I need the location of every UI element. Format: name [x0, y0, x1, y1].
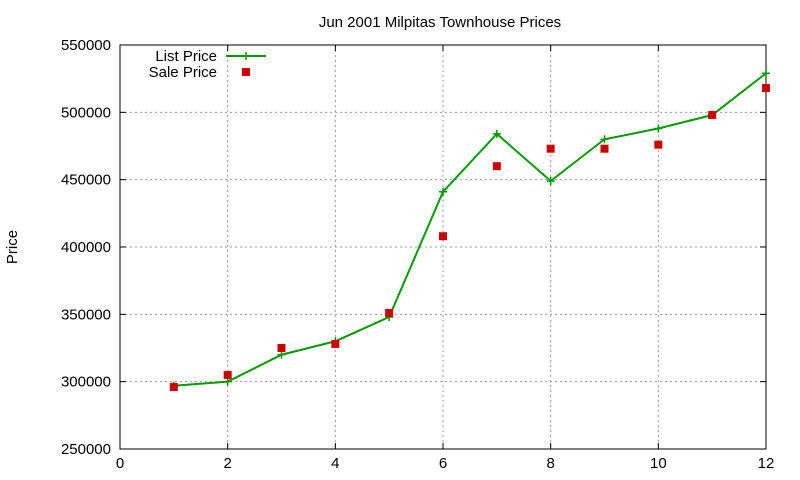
x-axis: 0 2 4 6 8 10 12	[116, 45, 775, 472]
chart-title: Jun 2001 Milpitas Townhouse Prices	[319, 14, 561, 31]
data-point	[654, 140, 663, 149]
y-tick-label: 450000	[61, 172, 111, 189]
series-line	[173, 72, 767, 387]
series-2	[169, 84, 770, 392]
series-layer	[169, 69, 770, 392]
legend-marker	[242, 68, 250, 76]
data-point	[331, 339, 340, 348]
y-axis-label: Price	[4, 230, 21, 264]
data-point	[762, 84, 770, 93]
x-tick-label: 6	[439, 455, 447, 472]
data-point	[492, 162, 501, 171]
data-point	[439, 187, 447, 196]
x-tick-label: 8	[546, 455, 554, 472]
data-point	[546, 177, 555, 186]
data-point	[223, 377, 232, 386]
y-tick-label: 300000	[61, 374, 111, 391]
y-tick-label: 400000	[61, 239, 111, 256]
legend-label: Sale Price	[149, 64, 217, 81]
y-axis: 250000 300000 350000 400000 450000 500000 5500…	[61, 37, 766, 458]
data-point	[277, 350, 286, 359]
x-tick-label: 10	[650, 455, 667, 472]
grid	[120, 45, 766, 449]
legend-marker	[242, 52, 250, 60]
x-tick-label: 0	[116, 455, 124, 472]
legend-label: List Price	[155, 48, 217, 65]
series-1	[169, 69, 770, 390]
data-point	[492, 129, 501, 138]
y-tick-label: 500000	[61, 104, 111, 121]
x-tick-label: 2	[223, 455, 231, 472]
data-point	[223, 370, 232, 379]
data-point	[439, 232, 447, 241]
y-tick-label: 350000	[61, 306, 111, 323]
data-point	[654, 124, 663, 133]
data-point	[600, 135, 609, 144]
x-tick-label: 4	[331, 455, 339, 472]
data-point	[385, 308, 394, 317]
data-point	[600, 144, 609, 153]
data-point	[277, 344, 286, 352]
data-point	[546, 144, 555, 153]
x-tick-label: 12	[758, 455, 775, 472]
y-tick-label: 550000	[61, 37, 111, 54]
y-tick-label: 250000	[61, 441, 111, 458]
data-point	[169, 383, 178, 392]
data-point	[708, 111, 717, 120]
data-point	[762, 69, 770, 78]
